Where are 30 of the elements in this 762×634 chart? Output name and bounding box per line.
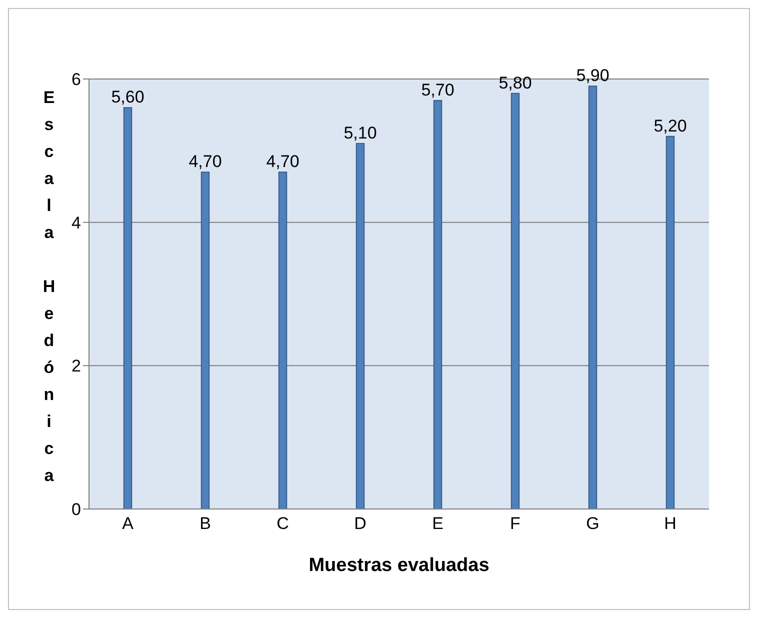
y-tick-label: 6 — [72, 70, 81, 90]
data-label: 5,10 — [344, 124, 377, 142]
x-tick-label: H — [664, 514, 676, 534]
x-tick-label: C — [276, 514, 289, 534]
bar — [666, 136, 675, 509]
y-tick-label: 4 — [72, 213, 81, 232]
x-tick-label: B — [200, 514, 211, 534]
bar — [433, 100, 442, 509]
x-tick-label: A — [122, 514, 134, 534]
data-label: 4,70 — [266, 152, 300, 172]
bar — [123, 107, 132, 509]
data-label: 5,60 — [111, 88, 144, 107]
data-label: 5,80 — [498, 73, 532, 92]
data-label: 5,90 — [576, 66, 610, 86]
text: Escala Hedónica — [42, 88, 56, 485]
x-tick-label: G — [586, 514, 600, 534]
x-tick-label: D — [354, 514, 366, 534]
x-axis-title: Muestras evaluadas — [308, 555, 490, 576]
data-label: 5,70 — [421, 80, 454, 100]
data-label: 5,20 — [654, 116, 687, 136]
bar — [588, 86, 598, 509]
bar — [278, 172, 288, 509]
y-tick-label: 0 — [72, 500, 81, 520]
x-tick-label: E — [432, 514, 444, 534]
y-tick-label: 2 — [72, 356, 81, 376]
x-tick-label: F — [510, 514, 520, 534]
bar — [356, 143, 365, 509]
bar — [510, 92, 520, 509]
bar — [200, 172, 210, 509]
data-label: 4,70 — [188, 152, 222, 172]
